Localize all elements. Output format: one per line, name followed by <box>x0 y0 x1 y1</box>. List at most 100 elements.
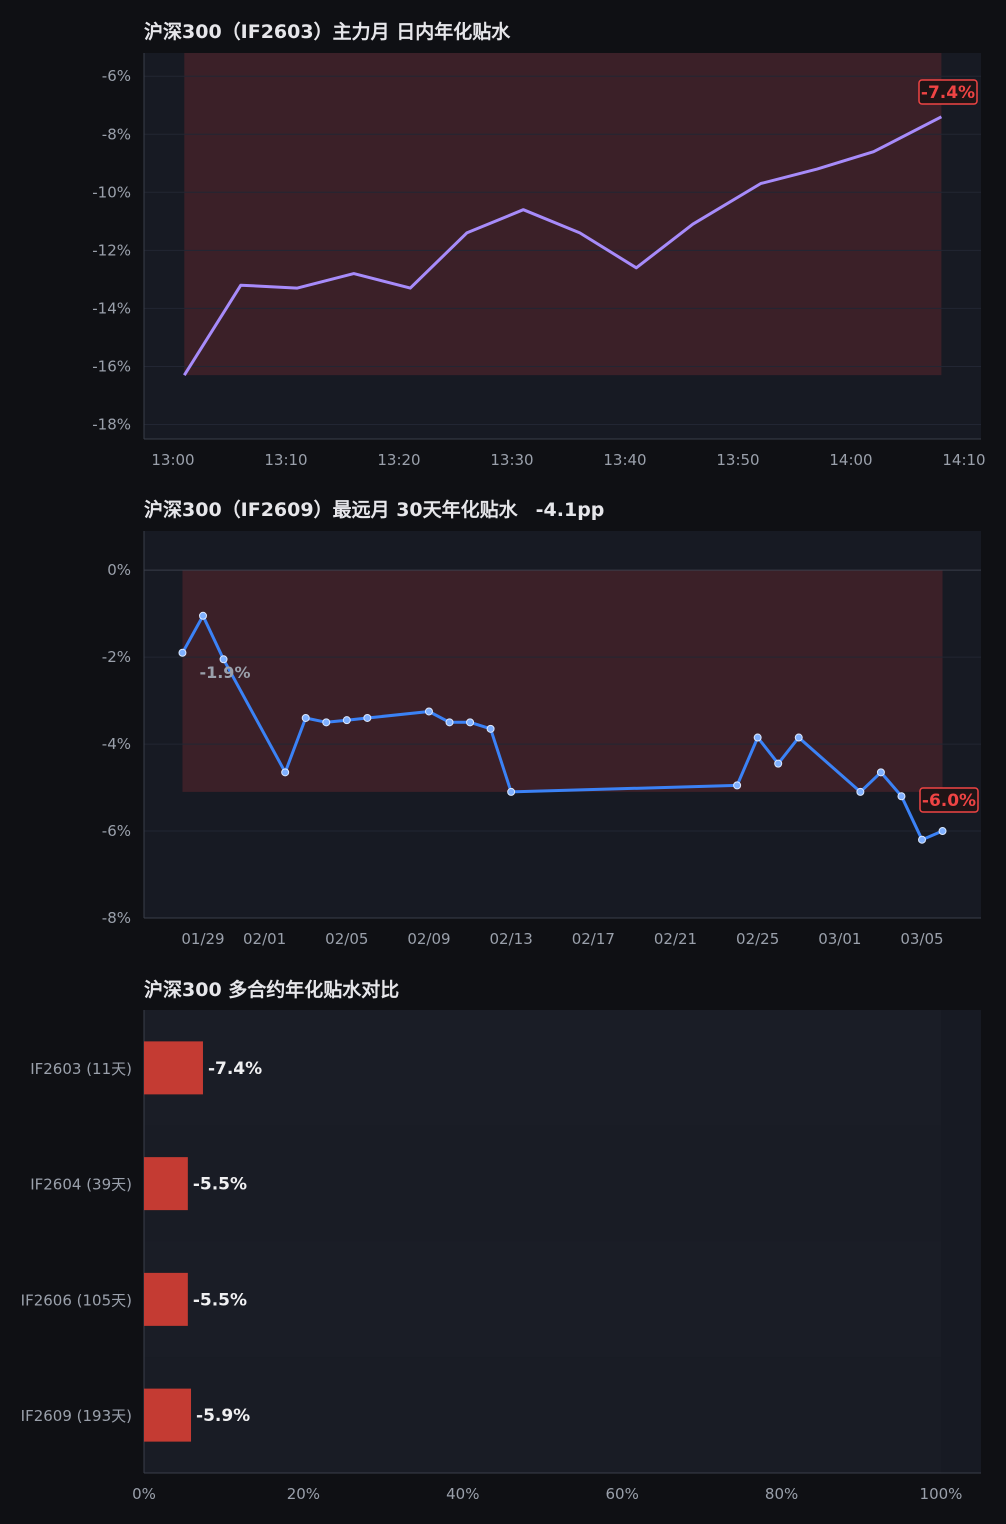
chart2-data-point <box>486 724 495 733</box>
chart3-x-tick-label: 40% <box>446 1485 479 1503</box>
chart2-data-point <box>753 733 762 742</box>
chart3-value-label: -7.4% <box>208 1059 262 1079</box>
chart-intraday-discount: 沪深300（IF2603）主力月 日内年化贴水 -6% -8% -10% -12% -1… <box>92 20 985 469</box>
chart1-y-tick-label: -16% <box>92 357 131 375</box>
chart2-discount-shade <box>182 570 943 792</box>
chart2-title: 沪深300（IF2609）最远月 30天年化贴水 -4.1pp <box>144 498 604 521</box>
chart2-last-badge-box <box>919 787 979 813</box>
chart3-row-band <box>144 1010 941 1126</box>
chart1-y-tick-label: -6% <box>102 67 131 85</box>
chart2-x-tick-label: 02/13 <box>490 930 533 948</box>
chart2-data-point <box>342 716 351 725</box>
chart1-last-badge-box <box>918 79 978 105</box>
chart1-x-tick-label: 14:10 <box>942 451 985 469</box>
chart2-data-point <box>219 655 228 664</box>
chart3-x-ticks: 0% 20% 40% 60% 80% 100% <box>132 1485 962 1503</box>
chart1-y-tick-label: -14% <box>92 299 131 317</box>
chart1-last-label: -7.4% <box>921 83 975 103</box>
chart2-x-tick-label: 02/17 <box>572 930 615 948</box>
chart2-data-point <box>199 611 207 620</box>
chart2-data-point <box>918 835 926 844</box>
chart2-y-tick-label: -4% <box>102 735 131 753</box>
chart1-y-tick-label: -10% <box>92 183 131 201</box>
chart3-bar <box>144 1388 192 1442</box>
chart2-data-point <box>897 792 906 801</box>
chart2-data-point <box>301 713 310 722</box>
chart1-series-line <box>183 115 943 376</box>
chart3-row-band <box>144 1125 941 1242</box>
chart2-y-tick-label: -6% <box>102 822 131 840</box>
chart2-title-text: 沪深300（IF2609）最远月 30天年化贴水 <box>144 498 519 521</box>
chart2-data-point <box>794 733 803 742</box>
chart2-x-ticks: 01/29 02/01 02/05 02/09 02/13 02/17 02/21 02/25… <box>181 930 943 948</box>
chart3-value-label: -5.5% <box>193 1290 247 1310</box>
chart1-x-tick-label: 13:30 <box>490 451 533 469</box>
chart2-data-point <box>322 718 331 727</box>
chart2-data-point <box>281 768 290 777</box>
chart2-data-point <box>733 781 742 790</box>
chart2-y-ticks: 0% -2% -4% -6% -8% <box>102 561 131 927</box>
chart1-plot-area <box>144 53 981 439</box>
chart2-data-point <box>876 768 885 777</box>
chart2-y-tick-label: -8% <box>102 909 131 927</box>
chart2-last-label: -6.0% <box>922 791 976 811</box>
chart2-first-label: -1.9% <box>199 663 250 682</box>
chart1-grid <box>144 75 981 425</box>
chart1-y-tick-label: -18% <box>92 415 131 433</box>
chart3-x-tick-label: 20% <box>287 1485 320 1503</box>
chart1-discount-shade <box>184 53 942 376</box>
chart2-x-tick-label: 02/09 <box>407 930 450 948</box>
chart-contract-comparison: 沪深300 多合约年化贴水对比 0% 20% 40% 60% 80% 100% IF260… <box>21 978 981 1503</box>
chart2-x-tick-label: 02/01 <box>243 930 286 948</box>
chart1-x-ticks: 13:00 13:10 13:20 13:30 13:40 13:50 14:00 14:10 <box>151 451 985 469</box>
chart1-x-tick-label: 13:50 <box>716 451 759 469</box>
chart2-y-tick-label: 0% <box>107 561 131 579</box>
chart3-row-band <box>144 1241 941 1358</box>
chart3-x-tick-label: 100% <box>920 1485 963 1503</box>
chart2-data-point <box>363 713 372 722</box>
chart1-y-ticks: -6% -8% -10% -12% -14% -16% -18% <box>92 67 131 433</box>
chart3-category-label: IF2604 (39天) <box>30 1176 132 1194</box>
chart2-x-tick-label: 02/21 <box>654 930 697 948</box>
chart2-x-tick-label: 01/29 <box>181 930 224 948</box>
chart1-x-tick-label: 13:00 <box>151 451 194 469</box>
chart3-x-tick-label: 60% <box>606 1485 639 1503</box>
chart2-data-point <box>507 787 516 796</box>
chart1-title: 沪深300（IF2603）主力月 日内年化贴水 <box>144 20 511 43</box>
chart2-series-line <box>181 614 944 842</box>
chart2-data-point <box>938 827 947 836</box>
chart3-x-tick-label: 80% <box>765 1485 798 1503</box>
chart1-x-tick-label: 14:00 <box>829 451 872 469</box>
chart3-x-tick-label: 0% <box>132 1485 156 1503</box>
chart3-bars: IF2603 (11天) -7.4% IF2604 (39天) -5.5% IF2606… <box>21 1041 262 1442</box>
chart1-x-tick-label: 13:40 <box>603 451 646 469</box>
chart3-category-label: IF2609 (193天) <box>21 1407 132 1425</box>
chart2-plot-area <box>144 531 981 918</box>
chart2-y-tick-label: -2% <box>102 648 131 666</box>
chart3-row-bands <box>144 1010 941 1473</box>
chart2-x-tick-label: 02/25 <box>736 930 779 948</box>
chart3-category-label: IF2603 (11天) <box>30 1060 132 1078</box>
chart2-last-value-badge: -6.0% <box>919 787 979 813</box>
chart-far-month-discount: 沪深300（IF2609）最远月 30天年化贴水 -4.1pp 0% -2% -4% -… <box>102 498 981 948</box>
chart2-data-point <box>424 707 433 716</box>
chart3-title: 沪深300 多合约年化贴水对比 <box>144 978 399 1001</box>
chart2-points <box>178 611 947 844</box>
chart2-data-point <box>445 718 454 727</box>
chart2-data-point <box>774 759 783 768</box>
chart1-last-value-badge: -7.4% <box>918 79 978 105</box>
chart3-value-label: -5.5% <box>193 1175 247 1195</box>
chart2-title-change: -4.1pp <box>536 499 605 521</box>
chart2-x-tick-label: 03/01 <box>818 930 861 948</box>
chart2-x-tick-label: 03/05 <box>900 930 943 948</box>
chart3-value-label: -5.9% <box>196 1406 250 1426</box>
chart3-row-band <box>144 1357 941 1473</box>
chart2-data-point <box>466 718 475 727</box>
chart2-x-tick-label: 02/05 <box>325 930 368 948</box>
chart3-category-label: IF2606 (105天) <box>21 1291 132 1309</box>
chart2-data-point <box>178 648 187 657</box>
chart3-bar <box>144 1041 203 1095</box>
chart2-data-point <box>856 787 865 796</box>
chart1-y-tick-label: -12% <box>92 241 131 259</box>
